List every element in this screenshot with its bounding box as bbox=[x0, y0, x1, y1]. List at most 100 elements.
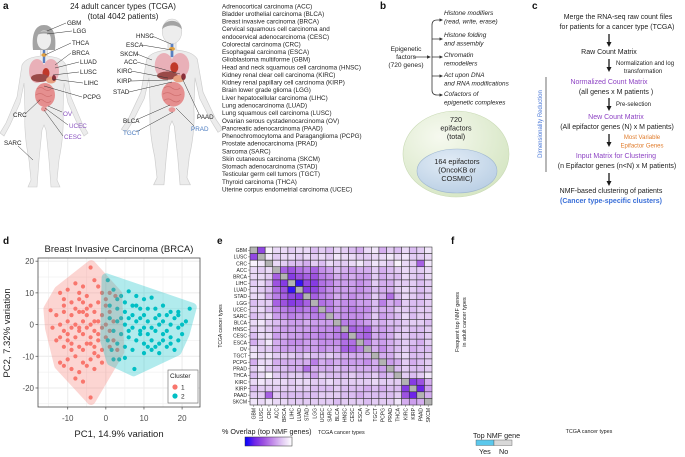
heatmap-cell bbox=[295, 253, 304, 261]
heatmap-cell bbox=[424, 365, 433, 373]
organ-label-prad: PRAD bbox=[191, 126, 209, 133]
arrow-down-icon bbox=[606, 134, 612, 147]
heatmap-cell bbox=[264, 378, 274, 386]
heatmap-cell bbox=[371, 246, 380, 254]
heatmap-cell bbox=[325, 286, 334, 294]
heatmap-cell bbox=[424, 345, 433, 353]
heatmap-cell bbox=[264, 325, 274, 333]
heatmap-cell bbox=[333, 305, 342, 314]
heatmap-cell bbox=[333, 292, 342, 300]
heatmap-cell bbox=[325, 325, 334, 333]
scatter-point-cluster-1 bbox=[103, 322, 108, 327]
heatmap-cell bbox=[257, 299, 266, 307]
heatmap-cell bbox=[393, 332, 402, 340]
scatter-point-cluster-1 bbox=[65, 287, 70, 292]
scatter-point-cluster-1 bbox=[73, 281, 78, 286]
scatter-point-cluster-2 bbox=[180, 332, 185, 337]
scatter-point-cluster-1 bbox=[77, 325, 82, 330]
note-normalization: Normalization and log bbox=[616, 61, 674, 67]
heatmap-cell bbox=[408, 299, 418, 307]
heatmap-cell bbox=[325, 365, 334, 373]
step-new-count-matrix: New Count Matrix bbox=[588, 114, 644, 121]
heatmap-cell bbox=[424, 292, 433, 300]
scatter-point-cluster-2 bbox=[109, 347, 114, 352]
heatmap-cell bbox=[355, 279, 365, 287]
heatmap-cell bbox=[295, 279, 304, 287]
heatmap-cell bbox=[264, 345, 274, 353]
heatmap-cell bbox=[317, 253, 327, 261]
heatmap-cell bbox=[348, 286, 357, 294]
heatmap-cell bbox=[317, 266, 327, 274]
heatmap-cell bbox=[302, 332, 311, 340]
heatmap-cell bbox=[310, 384, 319, 393]
scatter-point-cluster-1 bbox=[80, 319, 86, 324]
heatmap-cell bbox=[287, 312, 296, 320]
panel-label-f: f bbox=[451, 236, 455, 247]
scatter-point-cluster-2 bbox=[180, 322, 185, 327]
heatmap-cell bbox=[393, 253, 402, 261]
scatter-point-cluster-1 bbox=[99, 347, 105, 352]
scatter-point-cluster-2 bbox=[126, 328, 131, 333]
heatmap-cell bbox=[272, 299, 281, 307]
heatmap-cell bbox=[302, 319, 311, 327]
heatmap-cell bbox=[416, 253, 425, 261]
heatmap-cell bbox=[416, 338, 425, 347]
organ-label-skcm: SKCM bbox=[120, 51, 138, 58]
heatmap-cell bbox=[363, 365, 372, 373]
heatmap-f-y-axis-label: Frequent top NMF genes bbox=[455, 292, 461, 352]
heatmap-cell bbox=[257, 371, 266, 379]
heatmap-cell bbox=[310, 332, 319, 340]
scatter-point-cluster-1 bbox=[65, 332, 70, 337]
scatter-legend: Cluster 1 2 bbox=[167, 369, 199, 404]
scatter-point-cluster-1 bbox=[99, 313, 105, 318]
heatmap-cell bbox=[348, 352, 357, 360]
heatmap-e-column-label: BLCA bbox=[335, 407, 341, 421]
heatmap-cell bbox=[424, 286, 433, 294]
heatmap-cell bbox=[249, 253, 258, 261]
heatmap-cell bbox=[302, 292, 311, 300]
heatmap-cell bbox=[249, 286, 258, 294]
heatmap-cell bbox=[302, 325, 311, 333]
scatter-point-cluster-1 bbox=[77, 297, 82, 302]
scatter-point-cluster-2 bbox=[132, 366, 137, 372]
heatmap-cell bbox=[257, 253, 266, 261]
heatmap-cell bbox=[401, 246, 410, 254]
heatmap-cell bbox=[302, 266, 311, 274]
heatmap-cell bbox=[249, 378, 258, 386]
heatmap-cell bbox=[325, 319, 334, 327]
heatmap-e-column-label: KIRP bbox=[411, 407, 417, 419]
heatmap-cell bbox=[378, 305, 387, 314]
step-input-matrix: Input Matrix for Clustering bbox=[576, 153, 656, 160]
cancer-type-list-item: Colorectal carcinoma (CRC) bbox=[222, 41, 301, 48]
heatmap-cell bbox=[257, 259, 266, 268]
heatmap-cell bbox=[325, 398, 334, 406]
scatter-point-cluster-1 bbox=[80, 332, 86, 337]
scatter-point-cluster-2 bbox=[130, 347, 135, 352]
heatmap-cell bbox=[310, 378, 319, 386]
note-most-variable: Epifactor Genes bbox=[620, 144, 663, 150]
heatmap-cell bbox=[302, 352, 311, 360]
heatmap-cell bbox=[408, 371, 418, 379]
heatmap-e-row-label: ACC bbox=[236, 268, 247, 274]
step-nmf-clustering: NMF-based clustering of patients bbox=[560, 188, 663, 195]
scatter-point-cluster-2 bbox=[115, 319, 120, 324]
heatmap-cell bbox=[249, 273, 258, 281]
panel-label-d: d bbox=[3, 236, 9, 247]
heatmap-cell bbox=[355, 338, 365, 347]
cancer-type-list-item: Pancreatic adenocarcinoma (PAAD) bbox=[222, 125, 323, 132]
scatter-point-cluster-2 bbox=[176, 313, 181, 318]
heatmap-cell bbox=[317, 292, 327, 300]
heatmap-cell bbox=[340, 299, 349, 307]
heatmap-cell bbox=[393, 391, 402, 399]
hair-icon bbox=[162, 20, 182, 30]
legend-title: Top NMF gene bbox=[473, 431, 520, 440]
cancer-type-list-item: Thyroid carcinoma (THCA) bbox=[222, 179, 297, 186]
heatmap-cell bbox=[264, 352, 274, 360]
heatmap-cell bbox=[333, 273, 342, 281]
heatmap-cell bbox=[355, 325, 365, 333]
heatmap-cell bbox=[378, 378, 387, 386]
lung-icon bbox=[154, 53, 174, 78]
cluster-hull-1 bbox=[43, 260, 125, 405]
organ-label-blca: BLCA bbox=[123, 118, 140, 125]
heatmap-e-column-label: BRCA bbox=[282, 407, 288, 422]
